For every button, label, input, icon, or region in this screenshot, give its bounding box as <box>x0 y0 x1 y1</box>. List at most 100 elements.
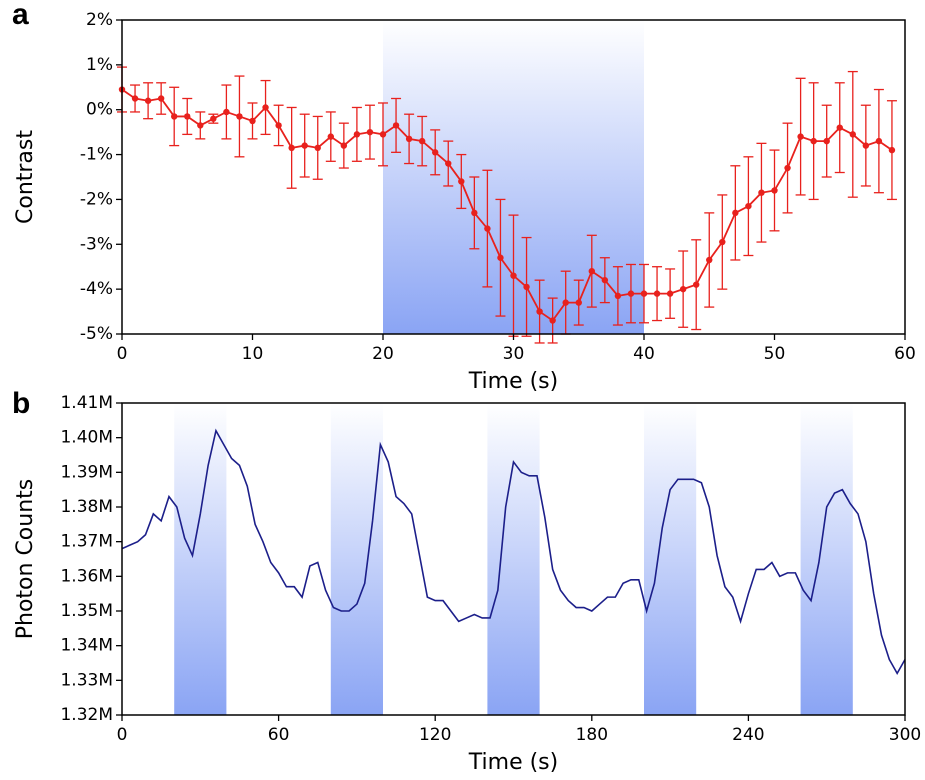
data-point <box>536 308 543 315</box>
data-point <box>131 95 139 102</box>
stimulus-band <box>487 403 540 715</box>
data-point <box>601 276 609 284</box>
data-point <box>745 202 752 210</box>
data-point <box>340 142 348 149</box>
x-tick-label: 120 <box>419 725 451 745</box>
y-tick-label: 2% <box>86 10 113 30</box>
data-point <box>823 137 830 145</box>
x-tick-label: 180 <box>576 725 608 745</box>
data-point <box>471 209 478 217</box>
data-point <box>249 117 256 125</box>
y-tick-label: 1.37M <box>60 532 113 552</box>
data-point <box>627 290 635 297</box>
data-line <box>121 428 906 676</box>
data-point <box>666 290 674 297</box>
data-point <box>836 124 843 131</box>
data-point <box>314 144 321 152</box>
data-point <box>275 122 282 129</box>
y-tick-label: 1.40M <box>60 428 113 448</box>
data-point <box>497 254 504 261</box>
data-point <box>445 160 452 167</box>
x-axis-title: Time (s) <box>468 750 558 775</box>
data-point <box>784 164 791 172</box>
panel-label: b <box>12 387 30 420</box>
y-tick-label: -2% <box>80 189 113 209</box>
data-point <box>888 146 896 154</box>
data-point <box>405 135 413 143</box>
data-point <box>693 281 700 288</box>
x-tick-label: 60 <box>268 725 290 745</box>
data-point <box>875 137 883 145</box>
data-point <box>223 108 230 116</box>
data-point <box>236 113 243 120</box>
x-tick-label: 240 <box>732 725 764 745</box>
y-tick-label: 1.39M <box>60 462 113 482</box>
data-point <box>653 290 661 297</box>
y-axis-title: Contrast <box>13 130 38 224</box>
data-point <box>562 299 569 306</box>
stimulus-band <box>174 403 227 715</box>
data-point <box>327 133 334 140</box>
x-tick-label: 40 <box>633 344 655 364</box>
y-axis-title: Photon Counts <box>13 479 38 640</box>
x-tick-label: 50 <box>764 344 786 364</box>
data-point <box>575 299 582 306</box>
data-point <box>171 113 178 120</box>
data-point <box>210 115 217 122</box>
data-point <box>353 131 361 138</box>
data-point <box>719 238 726 246</box>
data-point <box>549 317 556 324</box>
y-tick-label: 1.34M <box>60 636 113 656</box>
stimulus-band <box>330 403 383 715</box>
y-tick-label: -3% <box>80 234 113 254</box>
data-point <box>392 122 400 129</box>
data-point <box>862 142 870 149</box>
data-point <box>523 283 530 291</box>
data-point <box>184 113 191 120</box>
x-tick-label: 60 <box>894 344 916 364</box>
y-tick-label: 1.32M <box>60 705 113 725</box>
data-point <box>614 292 622 300</box>
y-tick-label: 1.33M <box>60 670 113 690</box>
y-tick-label: 1.35M <box>60 601 113 621</box>
data-point <box>706 256 713 264</box>
data-point <box>262 104 269 111</box>
y-tick-label: 1% <box>86 55 113 75</box>
x-tick-label: 0 <box>117 344 128 364</box>
data-point <box>144 97 152 104</box>
panel-label: a <box>12 0 29 31</box>
data-point <box>797 133 804 140</box>
data-point <box>301 142 308 149</box>
data-point <box>379 131 387 138</box>
y-tick-label: 1.38M <box>60 497 113 517</box>
y-tick-label: -4% <box>80 279 113 299</box>
y-tick-label: 0% <box>86 100 113 120</box>
stimulus-band <box>800 403 853 715</box>
data-point <box>510 272 517 279</box>
y-tick-label: -1% <box>80 145 113 165</box>
data-point <box>849 131 856 138</box>
x-axis-title: Time (s) <box>468 369 558 394</box>
data-point <box>366 128 374 136</box>
plot-frame <box>121 402 906 716</box>
data-point <box>197 122 204 129</box>
data-point <box>679 285 687 293</box>
data-point <box>458 178 465 185</box>
data-point <box>732 209 739 217</box>
data-point <box>758 189 765 196</box>
data-point <box>288 144 295 152</box>
data-point <box>157 95 165 102</box>
data-point <box>484 225 491 232</box>
y-tick-label: -5% <box>80 324 113 344</box>
data-point <box>418 137 426 145</box>
x-tick-label: 30 <box>503 344 525 364</box>
stimulus-band <box>644 403 697 715</box>
x-tick-label: 10 <box>242 344 264 364</box>
data-point <box>588 268 595 275</box>
data-point <box>771 187 778 194</box>
x-tick-label: 20 <box>372 344 394 364</box>
y-tick-label: 1.41M <box>60 393 113 413</box>
y-tick-label: 1.36M <box>60 566 113 586</box>
data-point <box>640 290 648 297</box>
